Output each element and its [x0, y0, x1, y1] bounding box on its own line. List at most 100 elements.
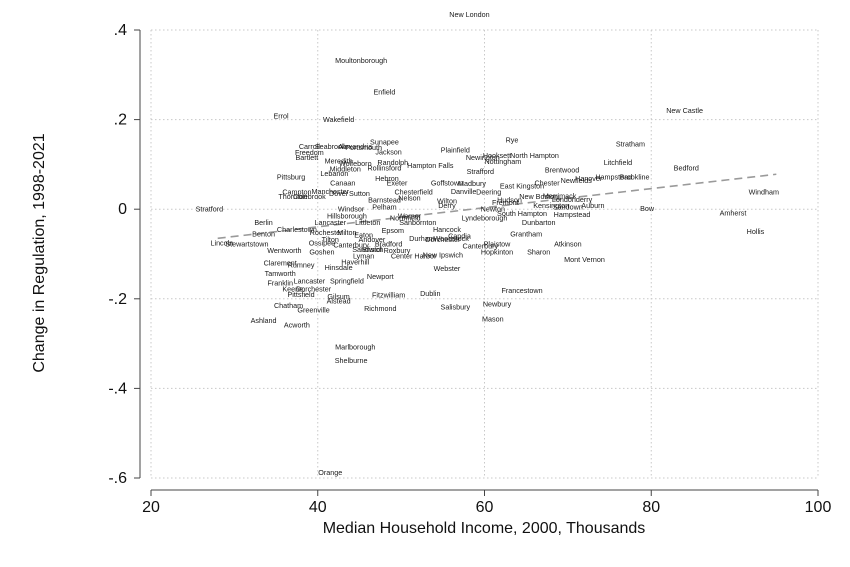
- point-label: Plainfield: [441, 146, 470, 155]
- x-tick-label: 100: [805, 499, 832, 516]
- point-label: Hollis: [747, 227, 765, 236]
- point-label: Stewartstown: [225, 240, 268, 249]
- point-label: Lancaster: [314, 218, 346, 227]
- point-label: Hampstead: [554, 210, 591, 219]
- point-label: Canaan: [330, 179, 355, 188]
- point-label: North Hampton: [510, 151, 559, 160]
- point-label: Carroll: [299, 142, 321, 151]
- point-label: Durham: [409, 234, 435, 243]
- point-label: Hudson: [497, 196, 522, 205]
- y-tick-label: .4: [114, 22, 127, 39]
- x-tick-label: 20: [142, 499, 160, 516]
- point-label: Pittsburg: [277, 172, 305, 181]
- point-label: Rye: [506, 135, 519, 144]
- point-label: Hinsdale: [325, 263, 353, 272]
- point-label: Canterbury: [333, 241, 369, 250]
- fit-line-group: [217, 173, 777, 240]
- point-label: Lancaster: [294, 276, 326, 285]
- point-label: Hooksett: [483, 151, 511, 160]
- fit-line: [217, 173, 777, 240]
- point-label: Sharon: [527, 247, 550, 256]
- point-label: Sandown: [553, 202, 583, 211]
- point-label: Canterbury: [463, 241, 499, 250]
- point-label: Stratford: [196, 205, 224, 214]
- point-label: Amherst: [720, 208, 747, 217]
- point-label: Francestown: [501, 286, 542, 295]
- point-label: Windham: [749, 188, 779, 197]
- point-label: Jackson: [375, 147, 401, 156]
- point-label: Newton: [481, 205, 505, 214]
- point-label: Errol: [273, 112, 289, 121]
- point-label: Dublin: [420, 289, 440, 298]
- point-label: Derry: [438, 201, 456, 210]
- point-label: Salisbury: [441, 302, 471, 311]
- point-label: Mont Vernon: [564, 255, 605, 264]
- y-tick-label: -.4: [108, 380, 127, 397]
- point-label: Sutton: [349, 189, 370, 198]
- point-label: Plaistow: [484, 240, 512, 249]
- point-label: Greenville: [297, 306, 329, 315]
- point-label: Wolfeboro: [339, 159, 372, 168]
- point-label: Roxbury: [384, 246, 411, 255]
- y-axis-title: Change in Regulation, 1998-2021: [31, 133, 48, 372]
- point-label: Barnstead: [368, 196, 401, 205]
- point-label: Benton: [252, 229, 275, 238]
- point-label: Hebron: [375, 174, 399, 183]
- point-label: Sunapee: [370, 138, 399, 147]
- point-label: Tilton: [322, 235, 339, 244]
- point-label: Middleton: [330, 164, 361, 173]
- point-label: Hillsborough: [327, 211, 367, 220]
- point-label: Candia: [448, 232, 471, 241]
- point-label: Newbury: [483, 300, 512, 309]
- point-label: Northfield: [390, 214, 421, 223]
- point-label: Rollinsford: [367, 163, 401, 172]
- point-label: Dorchester: [425, 235, 461, 244]
- point-label: Atkinson: [554, 240, 582, 249]
- point-label: Mason: [482, 314, 504, 323]
- point-label: Nottingham: [484, 157, 521, 166]
- point-label: Keene: [282, 284, 303, 293]
- point-label: Franklin: [267, 279, 293, 288]
- point-label: Richmond: [364, 304, 396, 313]
- point-label: Tamworth: [265, 269, 296, 278]
- point-label: Exeter: [387, 179, 408, 188]
- point-label: Acworth: [284, 320, 310, 329]
- point-label: Bradford: [375, 240, 403, 249]
- gridlines: [150, 29, 819, 479]
- point-label: Grantham: [510, 229, 542, 238]
- point-label: Haverhill: [341, 258, 369, 267]
- point-label: Dunbarton: [522, 218, 556, 227]
- point-label: Dorchester: [296, 284, 332, 293]
- point-label: Hancock: [433, 225, 461, 234]
- y-tick-label: 0: [118, 201, 127, 218]
- point-label: Newfields: [561, 176, 593, 185]
- point-label: Epsom: [382, 226, 404, 235]
- point-label: Webster: [434, 264, 461, 273]
- point-label: Warner: [398, 211, 422, 220]
- point-label: Fitzwilliam: [372, 291, 405, 300]
- point-label: Alstead: [327, 297, 351, 306]
- y-tick-label: -.6: [108, 470, 127, 487]
- point-label: Bartlett: [296, 153, 319, 162]
- point-label: Brentwood: [545, 165, 579, 174]
- point-label: Gilsum: [327, 292, 349, 301]
- point-label: Lyman: [353, 252, 374, 261]
- point-label: Auburn: [581, 201, 604, 210]
- point-label: Rumney: [288, 261, 315, 270]
- point-label: Brookline: [620, 172, 650, 181]
- point-label: Rochester: [310, 228, 343, 237]
- point-label: Andover: [359, 235, 386, 244]
- point-label: Goshen: [309, 247, 334, 256]
- point-label: New Boston: [519, 192, 558, 201]
- point-label: Bristol: [362, 245, 382, 254]
- x-tick-label: 60: [476, 499, 494, 516]
- x-tick-label: 80: [642, 499, 660, 516]
- point-label: Hopkinton: [481, 247, 513, 256]
- point-label: Manchester: [311, 187, 349, 196]
- point-label: Thornton: [278, 192, 307, 201]
- point-label: Enfield: [373, 87, 395, 96]
- point-label: Center Harbor: [391, 252, 437, 261]
- point-label: Strafford: [467, 167, 494, 176]
